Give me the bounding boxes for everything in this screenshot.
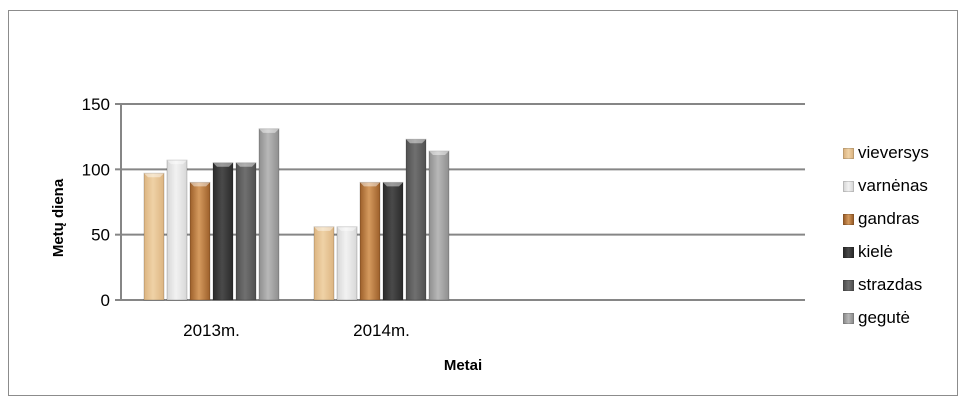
legend-item: strazdas (843, 275, 922, 295)
x-tick-label: 2013m. (183, 321, 240, 340)
y-tick-label: 100 (82, 160, 110, 179)
y-tick-label: 150 (82, 95, 110, 114)
legend-item: kielė (843, 242, 893, 262)
chart-frame (8, 10, 958, 396)
bar-cap (236, 162, 256, 167)
bar-cap (213, 162, 233, 167)
legend-label: vieversys (858, 143, 929, 162)
y-tick-label: 0 (101, 291, 110, 310)
legend-item: gandras (843, 209, 919, 229)
y-axis: 0 50 100 150 (82, 95, 122, 310)
legend-swatch (843, 279, 854, 291)
legend-label: gegutė (858, 308, 910, 327)
legend-swatch (843, 213, 854, 225)
bar-strazdas-2014m. (405, 138, 427, 301)
bar-cap (383, 182, 403, 187)
bar-cap (337, 226, 357, 231)
legend-item: gegutė (843, 308, 910, 328)
bar-cap (259, 128, 279, 133)
y-axis-title: Metų diena (50, 178, 67, 257)
bar-vieversys-2013m. (143, 172, 165, 301)
bar-kielė-2014m. (382, 181, 404, 301)
bars (143, 128, 450, 301)
legend-item: varnėnas (843, 176, 928, 196)
bar-gandras-2014m. (359, 181, 381, 301)
legend-item: vieversys (843, 143, 929, 163)
legend-label: varnėnas (858, 176, 928, 195)
x-axis-title: Metai (444, 357, 482, 374)
legend-label: kielė (858, 242, 893, 261)
bar-cap (190, 182, 210, 187)
x-axis: 2013m. 2014m. (183, 321, 410, 340)
legend-swatch (843, 147, 854, 159)
legend-label: strazdas (858, 275, 923, 294)
bar-strazdas-2013m. (235, 162, 257, 301)
bar-varnėnas-2014m. (336, 226, 358, 301)
legend-label: gandras (858, 209, 920, 228)
bar-cap (144, 173, 164, 178)
legend-swatch (843, 246, 854, 258)
bar-varnėnas-2013m. (166, 159, 188, 301)
bar-cap (360, 182, 380, 187)
legend-swatch (843, 312, 854, 324)
bar-vieversys-2014m. (313, 226, 335, 301)
bar-cap (429, 151, 449, 156)
bar-cap (167, 160, 187, 165)
y-tick-label: 50 (91, 226, 110, 245)
gridlines (121, 103, 805, 301)
bar-gegutė-2013m. (258, 128, 280, 301)
bar-gandras-2013m. (189, 181, 211, 301)
legend-swatch (843, 180, 854, 192)
bar-cap (314, 226, 334, 231)
x-tick-label: 2014m. (353, 321, 410, 340)
bar-cap (406, 139, 426, 144)
bar-kielė-2013m. (212, 162, 234, 301)
bar-gegutė-2014m. (428, 150, 450, 301)
